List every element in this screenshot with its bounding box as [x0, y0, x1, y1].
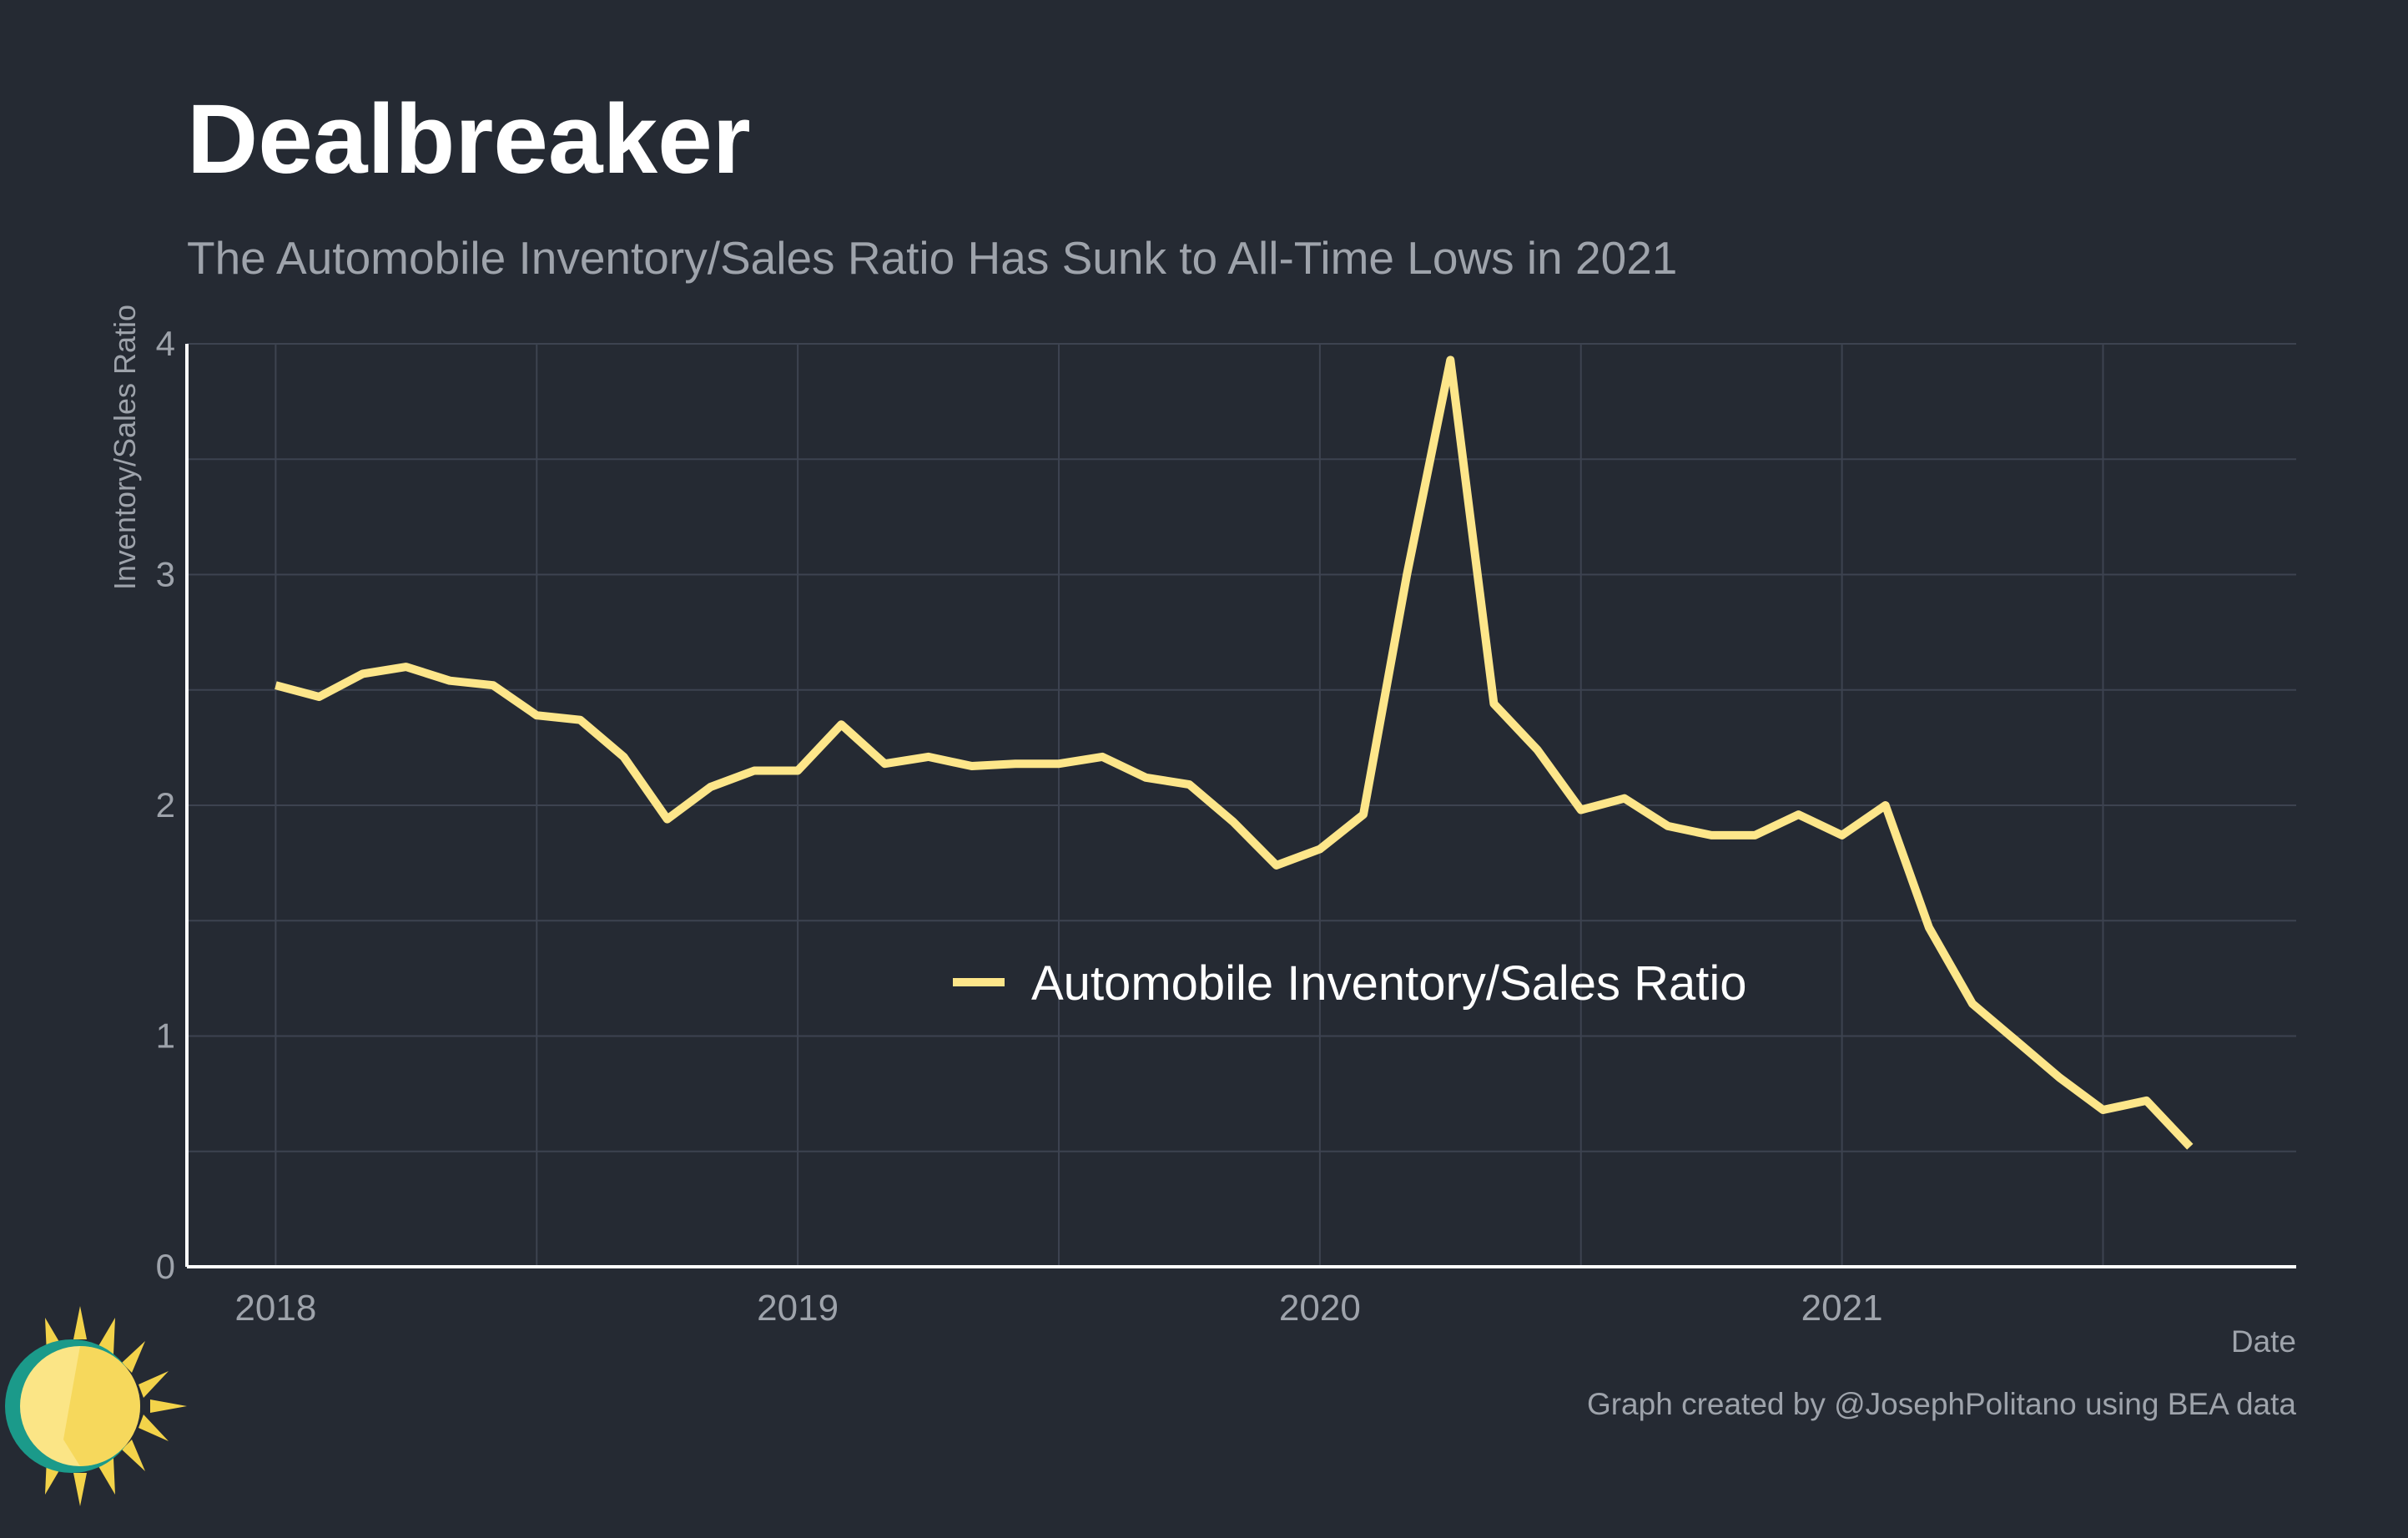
x-axis-label: Date [2231, 1324, 2296, 1359]
source-caption: Graph created by @JosephPolitano using B… [1586, 1387, 2296, 1421]
x-tick-label: 2019 [757, 1288, 839, 1329]
series-line-automobile-inventory-sales-ratio [275, 356, 2194, 1150]
grid-lines [187, 343, 2296, 1267]
y-tick-label: 2 [156, 785, 175, 824]
y-axis-label: Inventory/Sales Ratio [108, 305, 142, 590]
y-tick-label: 4 [156, 324, 175, 363]
legend-label: Automobile Inventory/Sales Ratio [1031, 956, 1747, 1011]
y-tick-label: 0 [156, 1247, 175, 1286]
y-tick-label: 3 [156, 555, 175, 594]
x-tick-label: 2018 [234, 1288, 316, 1329]
y-axis-ticks: 0 1 2 3 4 [156, 324, 175, 1286]
chart-subtitle: The Automobile Inventory/Sales Ratio Has… [187, 232, 1678, 284]
sun-logo-icon [5, 1306, 187, 1506]
y-tick-label: 1 [156, 1016, 175, 1056]
x-tick-label: 2021 [1801, 1288, 1883, 1329]
x-axis-ticks: 2018 2019 2020 2021 [234, 1288, 1882, 1329]
x-tick-label: 2020 [1279, 1288, 1361, 1329]
chart-title: Dealbreaker [187, 84, 751, 194]
legend: Automobile Inventory/Sales Ratio [953, 956, 1747, 1011]
